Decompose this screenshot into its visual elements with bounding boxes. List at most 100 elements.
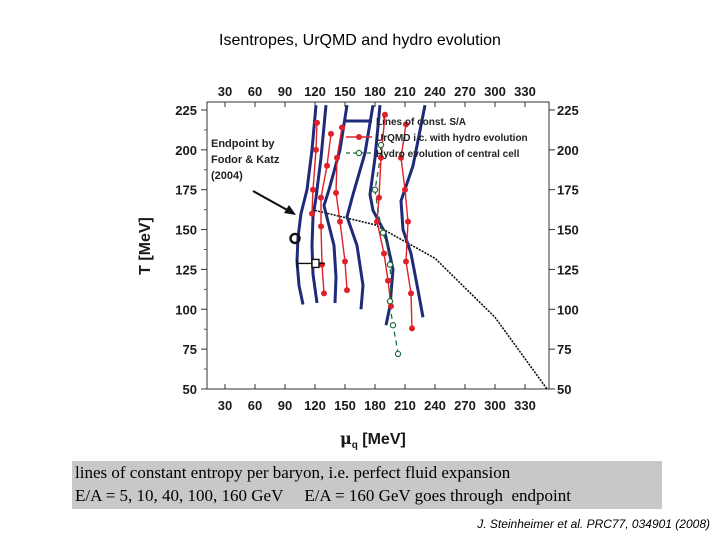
- urqmd-point: [374, 218, 380, 225]
- legend-label-1: Lines of const. S/A: [376, 117, 466, 128]
- urqmd-point: [398, 154, 404, 161]
- y-tick-label-right: 175: [557, 183, 579, 198]
- hydro-point: [389, 322, 397, 329]
- urqmd-point: [310, 186, 316, 193]
- x-tick-label-top: 120: [304, 84, 326, 99]
- y-tick-label-left: 125: [175, 262, 197, 277]
- urqmd-point: [337, 218, 343, 225]
- y-tick-label-left: 225: [175, 103, 197, 118]
- y-tick-label-right: 100: [557, 302, 579, 317]
- isentrope-line-2: [310, 105, 328, 304]
- legend-label-3: Hydro evolution of central cell: [376, 149, 520, 160]
- urqmd-point: [409, 325, 415, 332]
- urqmd-point: [376, 194, 382, 201]
- y-tick-label-right: 125: [557, 262, 579, 277]
- plot-frame: [206, 101, 550, 390]
- urqmd-point: [319, 261, 325, 268]
- urqmd-point: [342, 258, 348, 265]
- y-tick-label-left: 200: [175, 143, 197, 158]
- isentrope-line-3: [322, 104, 349, 303]
- isentrope-line-6: [399, 104, 427, 318]
- y-tick-label-right: 200: [557, 143, 579, 158]
- x-tick-label-bottom: 300: [484, 398, 506, 413]
- x-tick-label-top: 90: [278, 84, 292, 99]
- x-tick-label-bottom: 150: [334, 398, 356, 413]
- urqmd-line-3: [335, 127, 348, 291]
- urqmd-point: [403, 258, 409, 265]
- legend-label-2: UrQMD i.c. with hydro evolution: [376, 133, 528, 144]
- x-tick-label-top: 300: [484, 84, 506, 99]
- urqmd-point: [381, 250, 387, 257]
- caption-box: lines of constant entropy per baryon, i.…: [72, 461, 662, 509]
- urqmd-point: [333, 189, 339, 196]
- urqmd-line-2: [320, 133, 332, 294]
- hydro-point: [386, 261, 394, 268]
- reference-citation: J. Steinheimer et al. PRC77, 034901 (200…: [477, 517, 710, 531]
- legend-swatch-urqmd-dot: [356, 134, 362, 140]
- urqmd-point: [378, 154, 384, 161]
- x-tick-label-top: 60: [248, 84, 262, 99]
- hydro-point: [379, 229, 387, 236]
- urqmd-point: [403, 121, 409, 128]
- urqmd-point: [313, 146, 319, 153]
- urqmd-point: [408, 290, 414, 297]
- transition-line: [314, 209, 548, 390]
- urqmd-point: [388, 303, 394, 310]
- urqmd-point: [328, 130, 334, 137]
- endpoint-arrow-shaft: [252, 190, 290, 212]
- x-tick-label-bottom: 330: [514, 398, 536, 413]
- urqmd-point: [402, 186, 408, 193]
- y-tick-label-right: 75: [557, 342, 571, 357]
- urqmd-point: [321, 290, 327, 297]
- x-tick-label-top: 240: [424, 84, 446, 99]
- x-axis-label: μq [MeV]: [340, 429, 406, 451]
- endpoint-annotation-line-1: Endpoint by: [211, 138, 275, 150]
- endpoint-2004-marker: [289, 232, 301, 245]
- x-tick-label-bottom: 90: [278, 398, 292, 413]
- endpoint-annotation-line-3: (2004): [211, 170, 243, 182]
- isentrope-line-1: [295, 105, 318, 305]
- urqmd-point: [382, 111, 388, 118]
- y-tick-label-left: 75: [183, 342, 197, 357]
- endpoint-error-box: [311, 258, 320, 269]
- urqmd-point: [385, 277, 391, 284]
- y-tick-label-left: 50: [183, 382, 197, 397]
- urqmd-point: [334, 154, 340, 161]
- x-tick-label-top: 330: [514, 84, 536, 99]
- urqmd-point: [309, 210, 315, 217]
- urqmd-point: [318, 194, 324, 201]
- urqmd-point: [344, 287, 350, 294]
- caption-line-1: lines of constant entropy per baryon, i.…: [75, 463, 511, 482]
- legend-swatch-hydro-dot: [355, 149, 363, 157]
- y-tick-label-right: 150: [557, 223, 579, 238]
- endpoint-annotation-line-2: Fodor & Katz: [211, 154, 280, 166]
- hydro-point: [394, 350, 402, 358]
- y-tick-label-left: 175: [175, 183, 197, 198]
- hydro-point: [386, 298, 394, 305]
- x-tick-label-top: 270: [454, 84, 476, 99]
- x-tick-label-bottom: 180: [364, 398, 386, 413]
- x-tick-label-top: 150: [334, 84, 356, 99]
- x-tick-label-top: 30: [218, 84, 232, 99]
- hydro-point: [377, 141, 385, 149]
- y-tick-label-left: 150: [175, 223, 197, 238]
- hydro-point: [371, 186, 379, 193]
- urqmd-point: [339, 124, 345, 131]
- urqmd-point: [324, 162, 330, 169]
- caption-line-2: E/A = 5, 10, 40, 100, 160 GeV E/A = 160 …: [75, 486, 571, 505]
- isentrope-line-4: [345, 104, 375, 310]
- x-tick-label-bottom: 60: [248, 398, 262, 413]
- x-tick-label-bottom: 120: [304, 398, 326, 413]
- x-tick-label-bottom: 240: [424, 398, 446, 413]
- y-tick-label-left: 100: [175, 302, 197, 317]
- x-tick-label-top: 180: [364, 84, 386, 99]
- y-tick-label-right: 50: [557, 382, 571, 397]
- urqmd-line-1: [311, 122, 318, 214]
- x-tick-label-bottom: 30: [218, 398, 232, 413]
- urqmd-point: [405, 218, 411, 225]
- x-tick-label-bottom: 210: [394, 398, 416, 413]
- slide-title: Isentropes, UrQMD and hydro evolution: [219, 32, 501, 49]
- endpoint-arrow-head: [284, 205, 296, 215]
- y-tick-label-right: 225: [557, 103, 579, 118]
- urqmd-point: [318, 223, 324, 230]
